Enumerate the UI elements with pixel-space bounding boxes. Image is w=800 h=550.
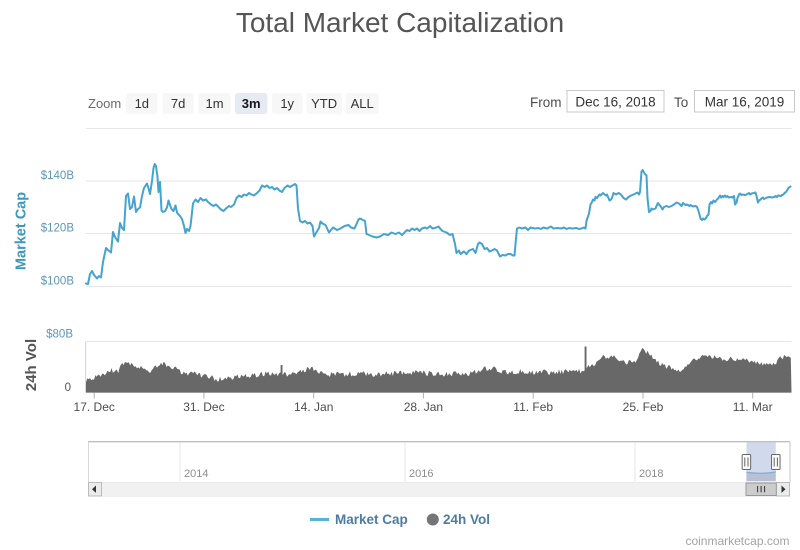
svg-text:$140B: $140B — [41, 170, 75, 182]
svg-text:YTD: YTD — [311, 96, 337, 111]
svg-text:To: To — [674, 95, 688, 110]
svg-text:31. Dec: 31. Dec — [183, 400, 224, 414]
svg-text:1m: 1m — [205, 96, 223, 111]
svg-text:0: 0 — [65, 382, 71, 394]
svg-text:Dec 16, 2018: Dec 16, 2018 — [575, 95, 655, 110]
svg-text:1d: 1d — [135, 96, 149, 111]
svg-text:Total Market Capitalization: Total Market Capitalization — [236, 7, 564, 38]
svg-text:28. Jan: 28. Jan — [404, 400, 443, 414]
svg-text:$100B: $100B — [41, 276, 75, 288]
svg-text:14. Jan: 14. Jan — [294, 400, 333, 414]
svg-text:7d: 7d — [171, 96, 185, 111]
svg-text:2014: 2014 — [184, 468, 208, 480]
svg-text:24h Vol: 24h Vol — [443, 512, 490, 527]
svg-text:1y: 1y — [280, 96, 294, 111]
svg-text:Market Cap: Market Cap — [14, 192, 30, 270]
svg-text:coinmarketcap.com: coinmarketcap.com — [685, 534, 789, 548]
svg-text:17. Dec: 17. Dec — [74, 400, 115, 414]
svg-text:3m: 3m — [242, 96, 261, 111]
svg-text:2018: 2018 — [639, 468, 663, 480]
svg-text:11. Feb: 11. Feb — [513, 400, 553, 414]
svg-text:$80B: $80B — [46, 329, 73, 341]
svg-text:Zoom: Zoom — [88, 96, 121, 111]
svg-text:25. Feb: 25. Feb — [623, 400, 664, 414]
svg-text:24h Vol: 24h Vol — [23, 339, 40, 391]
svg-text:11. Mar: 11. Mar — [733, 400, 773, 414]
svg-text:From: From — [530, 95, 562, 110]
svg-text:$120B: $120B — [41, 223, 75, 235]
svg-text:ALL: ALL — [351, 96, 374, 111]
svg-text:Market Cap: Market Cap — [335, 512, 408, 527]
svg-text:2016: 2016 — [409, 468, 433, 480]
svg-text:Mar 16, 2019: Mar 16, 2019 — [705, 95, 785, 110]
